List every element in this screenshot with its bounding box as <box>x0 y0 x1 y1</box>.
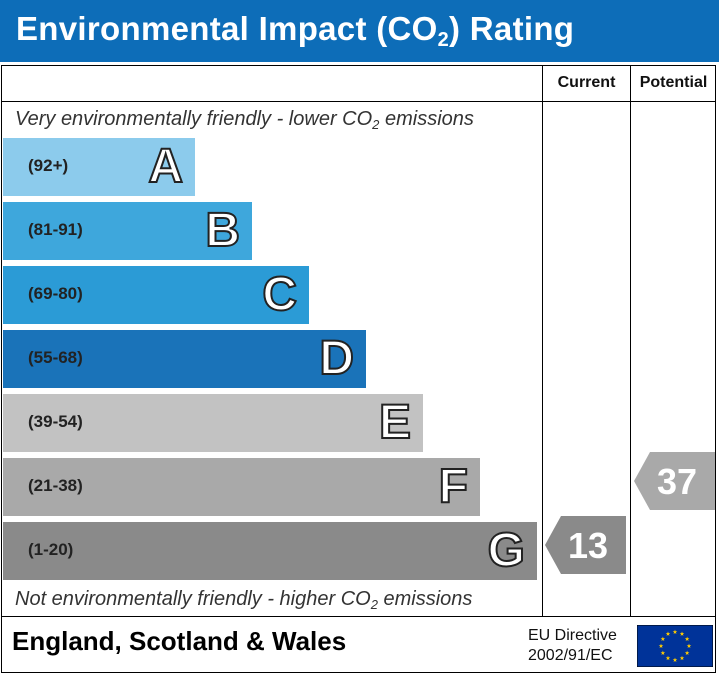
eu-star <box>665 631 671 636</box>
current-arrow-shape <box>545 516 626 574</box>
rating-frame <box>1 65 716 673</box>
current-column-divider <box>542 66 543 616</box>
eu-star <box>665 655 671 661</box>
potential-column-divider <box>630 66 631 616</box>
band-b-letter: B <box>204 203 241 258</box>
eu-flag-icon <box>637 625 713 667</box>
eu-star <box>684 650 690 655</box>
eu-directive-line2: 2002/91/EC <box>528 647 613 664</box>
region-label: England, Scotland & Wales <box>12 626 347 656</box>
band-c: (69-80) C <box>3 266 309 324</box>
band-a-letter: A <box>147 139 184 194</box>
title-bar: Environmental Impact (CO2) Rating <box>0 0 719 62</box>
eu-star <box>660 650 666 655</box>
band-g: (1-20) G <box>3 522 537 580</box>
eu-star <box>679 631 685 636</box>
band-b-range: (81-91) <box>28 220 83 239</box>
band-e-letter: E <box>378 395 412 450</box>
current-rating-arrow: 13 <box>545 516 626 574</box>
eu-star <box>660 636 666 641</box>
top-caption: Very environmentally friendly - lower CO… <box>15 108 474 132</box>
footer-divider <box>2 616 716 617</box>
eu-star <box>684 636 690 641</box>
band-d: (55-68) D <box>3 330 366 388</box>
band-b: (81-91) B <box>3 202 252 260</box>
potential-rating-arrow: 37 <box>634 452 715 510</box>
header-divider <box>2 101 716 102</box>
band-d-range: (55-68) <box>28 348 83 367</box>
eu-star <box>658 643 664 648</box>
page-title: Environmental Impact (CO2) Rating <box>16 10 575 51</box>
eu-star <box>672 657 678 662</box>
current-column-header: Current <box>557 74 616 91</box>
band-d-letter: D <box>318 331 355 386</box>
eu-directive-text: EU Directive 2002/91/EC <box>528 626 617 666</box>
potential-column-header: Potential <box>639 74 708 91</box>
band-a-range: (92+) <box>28 156 69 175</box>
band-c-range: (69-80) <box>28 284 83 303</box>
eu-star <box>679 655 685 661</box>
eu-star <box>686 643 692 648</box>
band-c-letter: C <box>261 267 298 322</box>
bottom-caption: Not environmentally friendly - higher CO… <box>15 588 473 612</box>
current-rating-value: 13 <box>567 525 608 566</box>
potential-rating-value: 37 <box>656 461 697 502</box>
band-g-range: (1-20) <box>28 540 74 559</box>
eu-star <box>672 629 678 634</box>
potential-arrow-shape <box>634 452 715 510</box>
band-e: (39-54) E <box>3 394 423 452</box>
eu-directive-line1: EU Directive <box>528 627 617 644</box>
band-f-range: (21-38) <box>28 476 83 495</box>
band-f: (21-38) F <box>3 458 480 516</box>
band-f-letter: F <box>438 459 469 514</box>
band-e-range: (39-54) <box>28 412 83 431</box>
band-g-letter: G <box>487 523 526 578</box>
band-a: (92+) A <box>3 138 195 196</box>
